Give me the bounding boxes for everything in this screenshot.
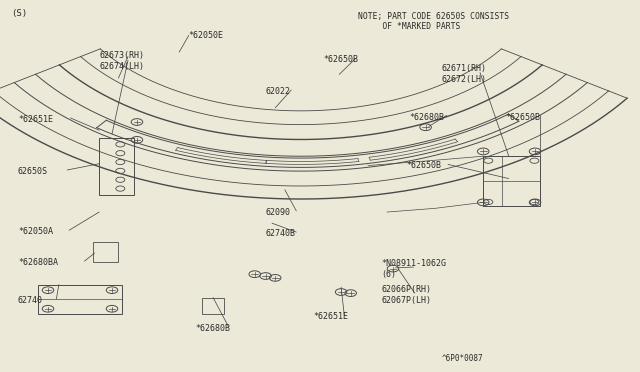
Text: *62650B: *62650B (406, 161, 442, 170)
Text: 62673(RH)
62674(LH): 62673(RH) 62674(LH) (99, 51, 144, 71)
Text: 62671(RH)
62672(LH): 62671(RH) 62672(LH) (442, 64, 486, 84)
Text: *62680B: *62680B (195, 324, 230, 333)
Text: 62740: 62740 (18, 296, 43, 305)
Text: 62066P(RH)
62067P(LH): 62066P(RH) 62067P(LH) (381, 285, 431, 305)
Text: 62090: 62090 (266, 208, 291, 217)
Text: *N08911-1062G
(6): *N08911-1062G (6) (381, 259, 447, 279)
Text: (S): (S) (12, 9, 28, 18)
Text: *62050E: *62050E (189, 31, 224, 40)
Bar (99, 138, 134, 195)
Text: *62650B: *62650B (506, 113, 541, 122)
Text: NOTE; PART CODE 62650S CONSISTS
     OF *MARKED PARTS: NOTE; PART CODE 62650S CONSISTS OF *MARK… (358, 12, 509, 31)
Text: ^6P0*0087: ^6P0*0087 (442, 354, 483, 363)
Text: *62651E: *62651E (18, 115, 53, 124)
Bar (483, 156, 540, 206)
Text: *62650B: *62650B (323, 55, 358, 64)
Text: 62022: 62022 (266, 87, 291, 96)
Text: *62680BA: *62680BA (18, 258, 58, 267)
Text: 62650S: 62650S (18, 167, 48, 176)
Text: *62680B: *62680B (410, 113, 445, 122)
Bar (38, 285, 122, 314)
Text: *62050A: *62050A (18, 227, 53, 236)
Text: *62651E: *62651E (314, 312, 349, 321)
Text: 62740B: 62740B (266, 229, 296, 238)
Bar (202, 298, 224, 314)
Bar (93, 242, 118, 262)
